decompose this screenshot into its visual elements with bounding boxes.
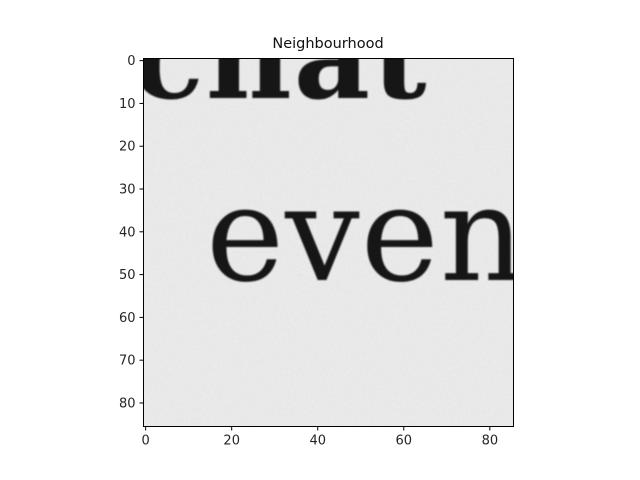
image-plot-area: chat even	[132, 0, 526, 427]
y-tick-label: 60	[119, 311, 136, 326]
y-tick-label: 50	[119, 268, 136, 283]
y-axis: 0 10 20 30 40 50 60 70 80	[119, 54, 144, 411]
y-tick-label: 20	[119, 140, 136, 155]
x-tick-label: 60	[396, 434, 413, 449]
y-tick-label: 10	[119, 97, 136, 112]
plot-frame	[143, 58, 514, 427]
x-tick-label: 0	[142, 434, 150, 449]
x-axis: 0 20 40 60 80	[142, 426, 499, 449]
image-grain	[143, 58, 514, 427]
x-tick-label: 20	[223, 434, 240, 449]
y-tick-label: 0	[127, 54, 135, 69]
x-tick-label: 80	[482, 434, 499, 449]
x-tick-label: 40	[309, 434, 326, 449]
y-tick-label: 40	[119, 225, 136, 240]
word-top-fragment: chat	[132, 0, 429, 126]
chart-title: Neighbourhood	[272, 36, 383, 52]
y-tick-label: 80	[119, 396, 136, 411]
y-tick-label: 30	[119, 183, 136, 198]
y-tick-label: 70	[119, 354, 136, 369]
word-even: even	[206, 158, 526, 312]
